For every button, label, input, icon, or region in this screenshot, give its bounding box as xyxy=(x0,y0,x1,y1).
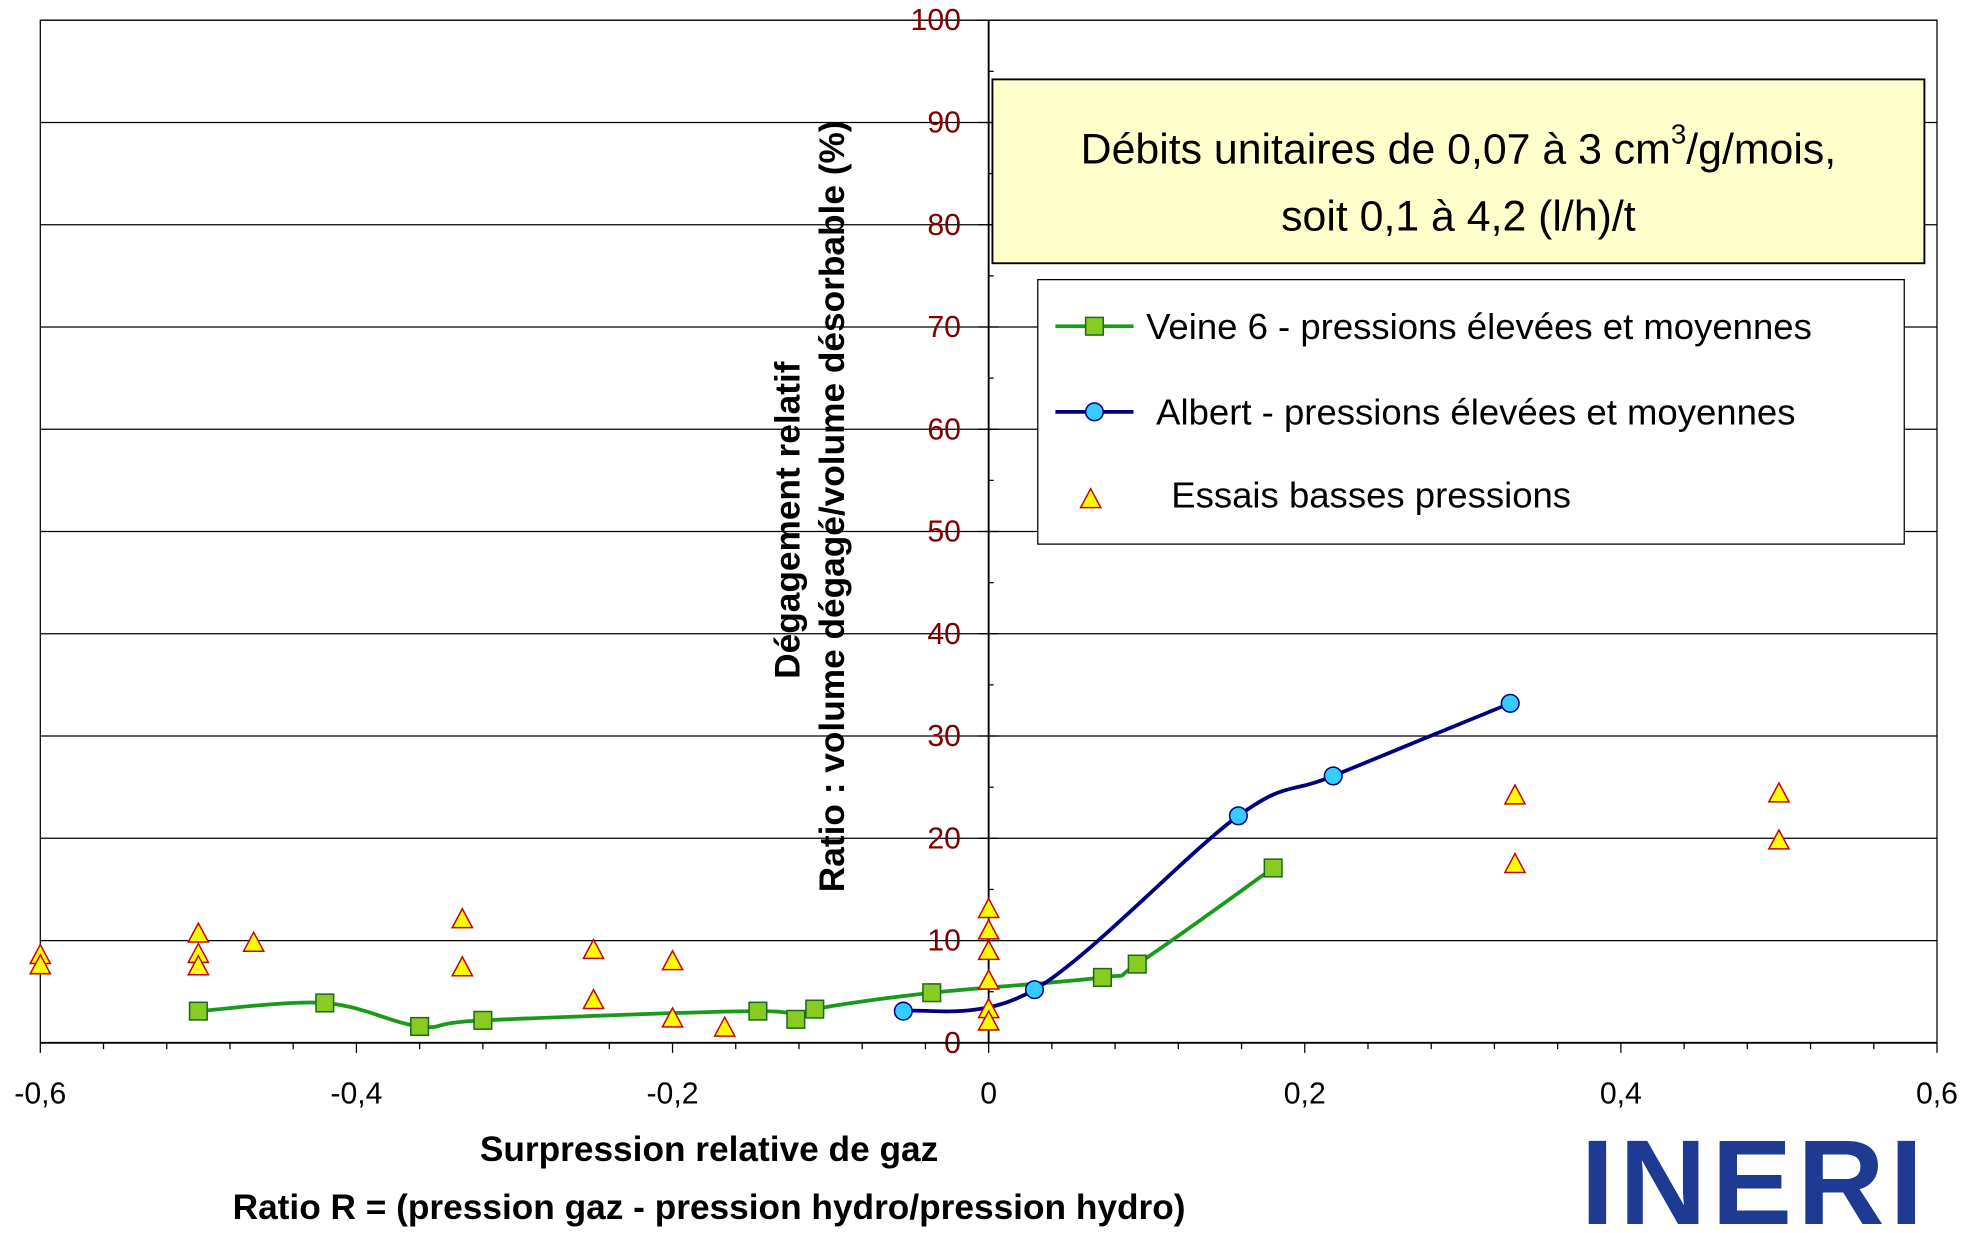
legend-label: Albert - pressions élevées et moyennes xyxy=(1156,391,1795,432)
marker xyxy=(187,954,210,976)
x-tick-label: 0,2 xyxy=(1284,1077,1326,1110)
x-tick-label: -0,6 xyxy=(14,1077,66,1110)
marker xyxy=(977,1009,1000,1031)
y-label: Dégagement relatif xyxy=(769,361,808,679)
annotation-text: Débits unitaires de 0,07 à 3 cm xyxy=(1081,126,1671,174)
marker xyxy=(977,938,1000,961)
marker xyxy=(1323,766,1343,786)
y-tick-label: 40 xyxy=(927,618,961,651)
marker xyxy=(1500,693,1520,713)
annotation-sup: 3 xyxy=(1671,119,1686,150)
marker xyxy=(410,1016,430,1037)
y-label: Ratio : volume dégagé/volume désorbable … xyxy=(813,120,852,892)
marker xyxy=(893,1001,913,1021)
marker xyxy=(977,968,1000,990)
marker xyxy=(661,949,684,971)
marker xyxy=(582,987,605,1010)
legend-label: Essais basses pressions xyxy=(1171,475,1571,516)
marker xyxy=(1263,858,1283,878)
x-tick-label: -0,2 xyxy=(646,1077,698,1110)
annotation: soit 0,1 à 4,2 (l/h)/t xyxy=(1281,193,1636,241)
x-label: Surpression relative de gaz xyxy=(480,1130,938,1169)
marker xyxy=(28,953,52,975)
annotation: Débits unitaires de 0,07 à 3 cm3/g/mois, xyxy=(1081,119,1836,174)
marker xyxy=(1767,781,1791,803)
marker xyxy=(805,999,825,1019)
marker xyxy=(1228,806,1248,826)
marker xyxy=(1024,980,1045,1000)
marker xyxy=(1127,954,1147,974)
marker xyxy=(786,1009,806,1029)
marker xyxy=(1084,316,1105,336)
marker xyxy=(1084,402,1105,422)
marker xyxy=(661,1006,684,1028)
y-tick-label: 20 xyxy=(927,822,961,855)
marker xyxy=(1079,487,1102,509)
marker xyxy=(450,955,474,977)
marker xyxy=(748,1001,768,1021)
marker xyxy=(1503,783,1527,805)
marker xyxy=(242,930,266,952)
marker xyxy=(315,993,335,1013)
y-tick-label: 70 xyxy=(927,311,961,344)
y-tick-label: 100 xyxy=(911,4,961,37)
y-tick-label: 50 xyxy=(927,516,961,549)
x-tick-label: 0 xyxy=(980,1077,997,1110)
y-tick-label: 80 xyxy=(927,209,961,242)
marker xyxy=(977,896,1000,919)
y-tick-label: 90 xyxy=(927,107,961,140)
marker xyxy=(1767,828,1791,850)
x-tick-label: 0,6 xyxy=(1916,1077,1958,1110)
marker xyxy=(1503,851,1527,874)
marker xyxy=(473,1010,493,1030)
x-tick-label: -0,4 xyxy=(330,1077,382,1110)
y-tick-label: 60 xyxy=(927,413,961,446)
marker xyxy=(713,1015,737,1037)
x-label: Ratio R = (pression gaz - pression hydro… xyxy=(233,1188,1186,1227)
marker xyxy=(582,937,605,960)
y-tick-label: 30 xyxy=(927,720,961,753)
logo: INERI xyxy=(1581,1115,1929,1228)
legend-box xyxy=(1037,278,1905,545)
marker xyxy=(1092,967,1113,987)
y-tick-label: 10 xyxy=(927,925,961,958)
marker xyxy=(188,1001,208,1021)
legend-label: Veine 6 - pressions élevées et moyennes xyxy=(1146,306,1812,347)
marker xyxy=(922,983,942,1003)
marker xyxy=(450,907,474,929)
annotation-box xyxy=(991,78,1926,265)
x-tick-label: 0,4 xyxy=(1600,1077,1642,1110)
annotation-text: /g/mois, xyxy=(1686,126,1836,174)
